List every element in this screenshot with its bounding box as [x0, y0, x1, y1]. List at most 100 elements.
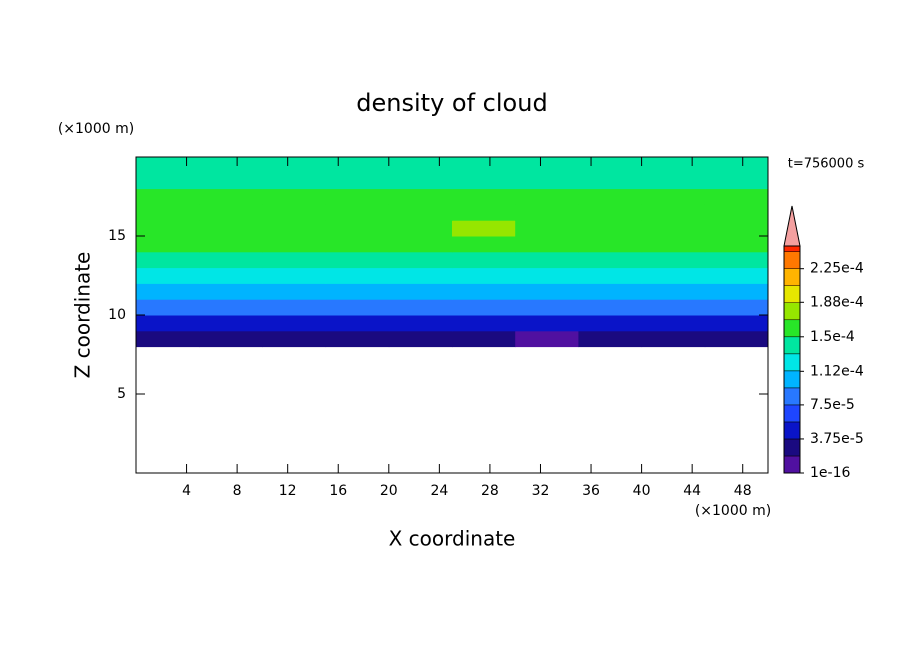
contour-cell — [262, 236, 327, 253]
contour-cell — [704, 267, 769, 284]
contour-cell — [641, 283, 706, 300]
contour-cell — [578, 299, 643, 316]
contour-cell — [325, 267, 390, 284]
contour-cell — [388, 283, 453, 300]
contour-cell — [452, 267, 516, 284]
contour-cell — [515, 299, 579, 316]
contour-cell — [136, 267, 200, 284]
contour-cell — [136, 172, 200, 190]
contour-cell — [641, 330, 706, 348]
contour-cell — [199, 188, 263, 205]
contour-cell — [515, 204, 579, 221]
contour-cell — [136, 188, 200, 205]
contour-cell — [704, 236, 769, 253]
contour-cell — [199, 157, 263, 174]
contour-cell — [136, 220, 200, 237]
x-tick-label: 36 — [582, 483, 600, 499]
colorbar-tick-label: 1e-16 — [810, 465, 850, 481]
contour-cell — [262, 330, 327, 348]
contour-cell — [388, 299, 453, 316]
colorbar-tick-label: 1.5e-4 — [810, 329, 855, 345]
contour-cell — [325, 236, 390, 253]
contour-cell — [515, 188, 579, 205]
contour-cell — [388, 220, 453, 237]
contour-cell — [452, 330, 516, 348]
contour-cell — [704, 220, 769, 237]
contour-cell — [262, 204, 327, 221]
colorbar-tick-label: 1.88e-4 — [810, 294, 864, 310]
contour-cell — [641, 299, 706, 316]
contour-cell — [515, 172, 579, 190]
x-tick-label: 4 — [182, 483, 191, 499]
contour-cell — [578, 236, 643, 253]
y-axis-label: Z coordinate — [71, 252, 95, 379]
contour-cell — [136, 157, 200, 174]
contour-cell — [325, 315, 390, 332]
contour-cell — [452, 157, 516, 174]
contour-cell — [199, 283, 263, 300]
contour-cell — [199, 204, 263, 221]
contour-cell — [704, 188, 769, 205]
chart-title: density of cloud — [356, 89, 547, 117]
colorbar-band — [783, 319, 801, 338]
colorbar-tick-label: 1.12e-4 — [810, 363, 864, 379]
contour-cell — [388, 267, 453, 284]
y-tick-label: 15 — [108, 228, 126, 244]
contour-cell — [515, 267, 579, 284]
colorbar-band — [783, 268, 801, 286]
contour-field — [136, 157, 769, 348]
contour-cell — [325, 157, 390, 174]
colorbar-band — [783, 302, 801, 321]
contour-cell — [641, 315, 706, 332]
contour-cell — [262, 157, 327, 174]
contour-cell — [641, 220, 706, 237]
contour-cell — [704, 157, 769, 174]
contour-cell — [578, 172, 643, 190]
colorbar-frame — [783, 245, 801, 474]
contour-cell — [136, 330, 200, 348]
contour-cell — [325, 283, 390, 300]
contour-cell — [325, 299, 390, 316]
contour-cell — [325, 251, 390, 269]
contour-cell — [199, 299, 263, 316]
x-tick-label: 28 — [481, 483, 499, 499]
contour-cell — [704, 283, 769, 300]
contour-cell — [136, 315, 200, 332]
contour-cell — [452, 315, 516, 332]
colorbar-extend — [783, 205, 801, 247]
contour-cell — [578, 283, 643, 300]
contour-cell — [704, 299, 769, 316]
contour-cell — [199, 220, 263, 237]
colorbar-band — [783, 455, 801, 474]
contour-cell — [388, 330, 453, 348]
contour-cell — [199, 315, 263, 332]
contour-cell — [262, 283, 327, 300]
x-unit: (×1000 m) — [695, 503, 771, 519]
contour-cell — [515, 236, 579, 253]
x-tick-label: 44 — [683, 483, 701, 499]
contour-cell — [578, 315, 643, 332]
contour-cell — [704, 172, 769, 190]
contour-cell — [578, 251, 643, 269]
x-tick-label: 24 — [430, 483, 448, 499]
contour-cell — [388, 251, 453, 269]
contour-cell — [578, 188, 643, 205]
contour-cell — [199, 267, 263, 284]
contour-cell — [136, 236, 200, 253]
contour-cell — [325, 172, 390, 190]
colorbar-band — [783, 245, 801, 252]
colorbar-tick-label: 3.75e-5 — [810, 431, 864, 447]
contour-cell — [388, 188, 453, 205]
colorbar-band — [783, 438, 801, 457]
y-tick-label: 5 — [117, 386, 126, 402]
contour-cell — [262, 267, 327, 284]
contour-cell — [641, 204, 706, 221]
contour-cell — [452, 188, 516, 205]
contour-cell — [199, 172, 263, 190]
contour-cell — [641, 236, 706, 253]
contour-cell — [452, 220, 516, 237]
colorbar-band — [783, 285, 801, 304]
x-tick-label: 16 — [329, 483, 347, 499]
